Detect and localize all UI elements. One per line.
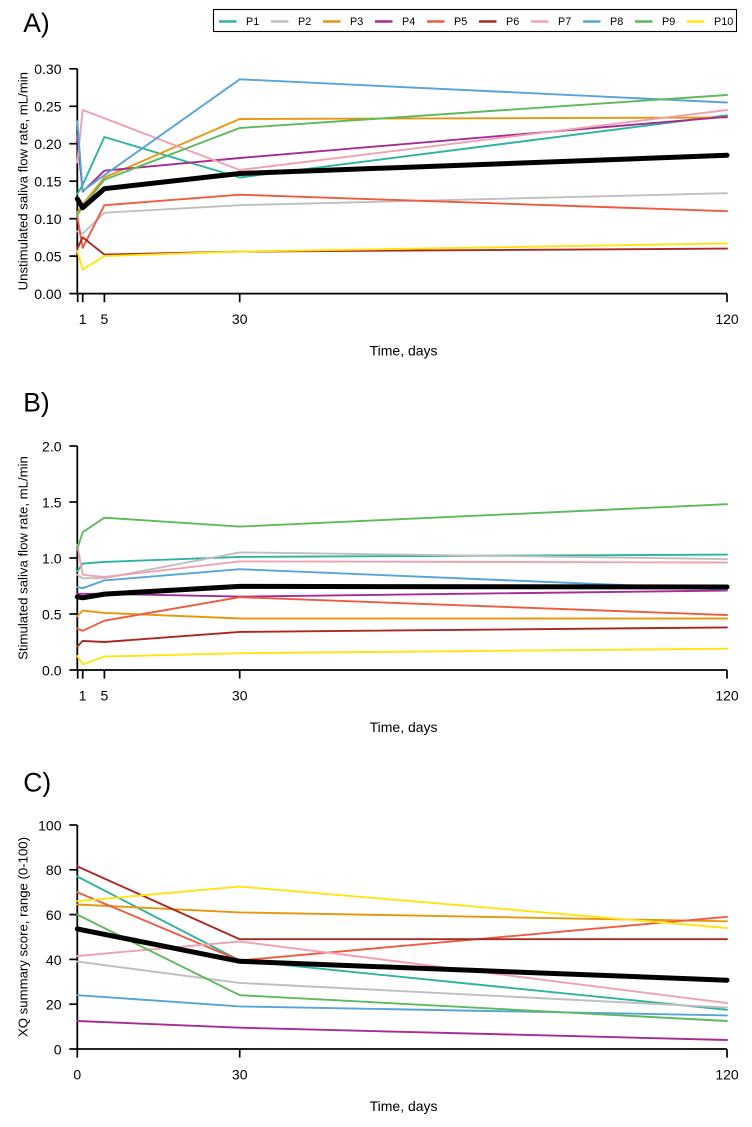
svg-text:B): B) [23, 388, 50, 418]
svg-text:100: 100 [38, 817, 62, 833]
svg-text:P6: P6 [506, 16, 519, 28]
svg-text:P10: P10 [714, 16, 733, 28]
svg-text:30: 30 [232, 1067, 248, 1083]
svg-text:A): A) [23, 8, 50, 38]
svg-text:P5: P5 [454, 16, 467, 28]
svg-text:P2: P2 [298, 16, 311, 28]
svg-text:60: 60 [46, 907, 62, 923]
svg-text:XQ summary score, range (0-100: XQ summary score, range (0-100) [16, 837, 31, 1037]
svg-text:20: 20 [46, 997, 62, 1013]
svg-text:0.30: 0.30 [34, 61, 61, 77]
svg-text:30: 30 [232, 688, 248, 704]
svg-text:0.25: 0.25 [34, 99, 61, 115]
svg-text:1: 1 [79, 311, 87, 327]
svg-text:Time, days: Time, days [370, 343, 438, 359]
svg-text:120: 120 [715, 688, 739, 704]
svg-text:Time, days: Time, days [370, 1098, 438, 1114]
svg-text:0.05: 0.05 [34, 249, 61, 265]
svg-text:5: 5 [101, 688, 109, 704]
svg-text:2.0: 2.0 [42, 438, 62, 454]
svg-text:120: 120 [715, 311, 739, 327]
svg-text:P7: P7 [558, 16, 571, 28]
svg-text:0: 0 [73, 1067, 81, 1083]
svg-text:0.20: 0.20 [34, 136, 61, 152]
svg-text:1.5: 1.5 [42, 494, 62, 510]
svg-text:Stimulated saliva flow rate, m: Stimulated saliva flow rate, mL/min [16, 456, 31, 660]
svg-text:80: 80 [46, 862, 62, 878]
svg-text:30: 30 [232, 311, 248, 327]
svg-text:P9: P9 [662, 16, 675, 28]
svg-text:40: 40 [46, 952, 62, 968]
svg-text:P1: P1 [246, 16, 259, 28]
svg-text:0.5: 0.5 [42, 606, 62, 622]
svg-text:C): C) [23, 768, 51, 798]
svg-text:0.10: 0.10 [34, 211, 61, 227]
svg-text:Unstimulated saliva flow rate,: Unstimulated saliva flow rate, mL/min [16, 72, 31, 290]
svg-text:P4: P4 [402, 16, 415, 28]
svg-text:0: 0 [54, 1041, 62, 1057]
svg-text:0.00: 0.00 [34, 286, 61, 302]
svg-text:5: 5 [101, 311, 109, 327]
svg-text:Time, days: Time, days [370, 719, 438, 735]
svg-text:1: 1 [79, 688, 87, 704]
svg-text:P3: P3 [350, 16, 363, 28]
svg-text:P8: P8 [610, 16, 623, 28]
svg-text:1.0: 1.0 [42, 550, 62, 566]
svg-text:120: 120 [715, 1067, 739, 1083]
svg-text:0.0: 0.0 [42, 662, 62, 678]
svg-text:0.15: 0.15 [34, 174, 61, 190]
